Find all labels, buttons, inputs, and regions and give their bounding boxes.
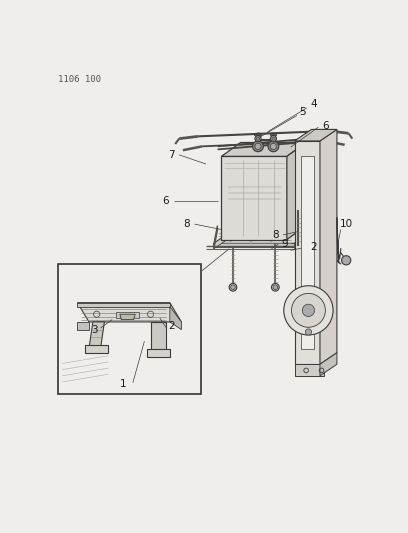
Text: 4: 4 [310,99,317,109]
Polygon shape [78,322,89,329]
Circle shape [229,284,237,291]
Circle shape [268,141,279,152]
Polygon shape [295,141,320,364]
Polygon shape [78,303,170,306]
Text: 1: 1 [120,379,126,389]
Circle shape [291,294,325,327]
Circle shape [257,137,259,140]
Text: 10: 10 [339,219,353,229]
Circle shape [305,329,312,335]
Polygon shape [120,314,135,320]
Text: 3: 3 [91,325,98,335]
Polygon shape [320,353,337,376]
Bar [58,264,201,393]
Circle shape [273,285,277,289]
Polygon shape [147,349,170,357]
Text: 9: 9 [281,239,288,249]
Text: 2: 2 [310,242,317,252]
Polygon shape [214,244,295,247]
Circle shape [272,137,275,140]
Polygon shape [89,322,104,349]
Polygon shape [214,230,314,244]
Text: 6: 6 [322,120,329,131]
Circle shape [271,143,277,149]
Polygon shape [214,230,233,249]
Polygon shape [85,345,108,353]
Polygon shape [295,130,337,141]
Polygon shape [295,364,324,376]
Circle shape [341,256,351,265]
Circle shape [284,286,333,335]
Polygon shape [151,322,166,353]
Polygon shape [287,142,306,239]
Polygon shape [222,142,306,156]
Text: 8: 8 [272,230,279,240]
Text: 2: 2 [168,321,175,331]
Text: 8: 8 [184,219,190,229]
Circle shape [255,143,261,149]
Polygon shape [116,312,139,318]
Circle shape [231,285,235,289]
Circle shape [271,135,277,142]
Text: 5: 5 [299,107,306,117]
Polygon shape [78,303,182,322]
Circle shape [253,141,264,152]
Polygon shape [301,156,314,349]
Circle shape [255,135,261,142]
Circle shape [271,284,279,291]
Text: 6: 6 [163,196,169,206]
Text: 7: 7 [168,150,175,160]
Polygon shape [320,130,337,364]
Polygon shape [170,306,182,329]
Polygon shape [295,230,314,249]
Polygon shape [222,156,287,239]
Text: 1106 100: 1106 100 [58,75,101,84]
Circle shape [302,304,315,317]
